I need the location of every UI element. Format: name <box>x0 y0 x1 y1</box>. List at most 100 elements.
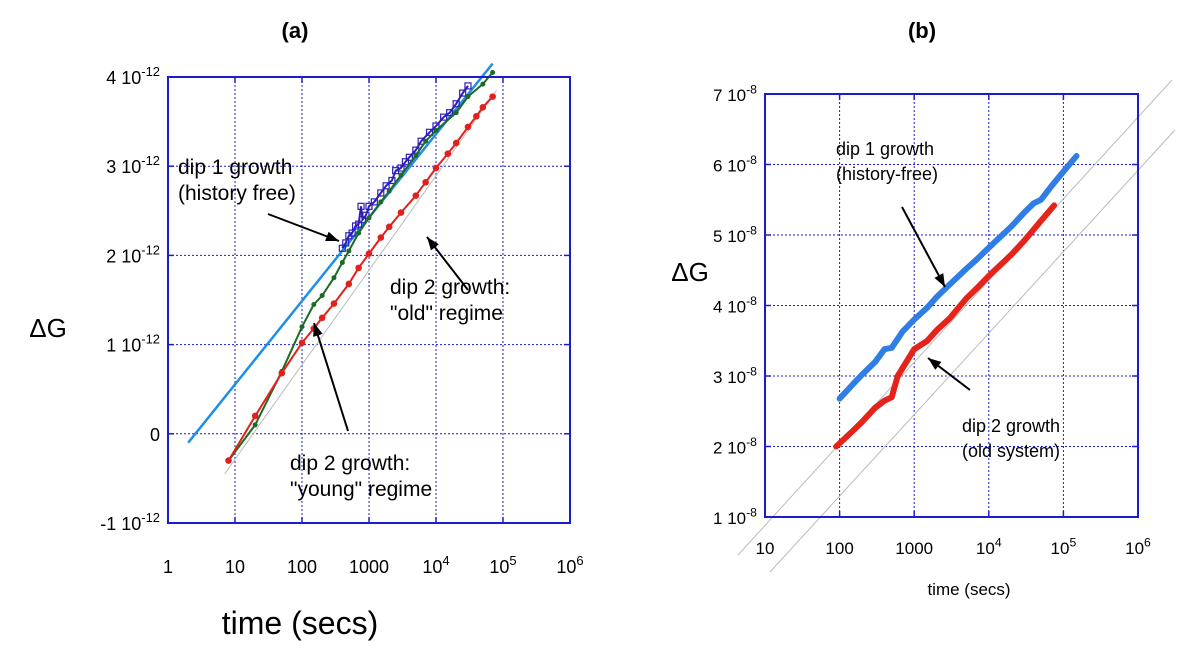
x-tick-label: 1000 <box>349 557 389 577</box>
annotation-b-0: (history-free) <box>836 164 938 184</box>
reference-line <box>224 90 497 475</box>
x-tick-label-exponent: 4 <box>995 535 1002 549</box>
annotation-arrow-head <box>325 231 339 242</box>
y-tick-label-exponent: -12 <box>141 153 160 168</box>
x-tick-label-main: 10 <box>556 557 576 577</box>
data-point <box>348 229 356 237</box>
series-b-1-line <box>833 202 1058 450</box>
x-tick-label: 10 <box>756 539 775 558</box>
x-tick-label: 104 <box>976 535 1002 558</box>
data-point <box>365 250 373 257</box>
y-tick-label-exponent: -8 <box>746 153 757 167</box>
y-tick-label: 6 10-8 <box>713 153 757 176</box>
data-point <box>397 164 405 172</box>
data-point <box>382 182 390 190</box>
data-point <box>440 113 448 121</box>
data-point <box>444 150 452 158</box>
data-point <box>357 202 365 210</box>
data-point <box>412 192 420 199</box>
x-tick-label-exponent: 6 <box>576 553 583 568</box>
y-tick-label-exponent: -12 <box>141 510 160 525</box>
x-tick-label: 1 <box>163 557 173 577</box>
data-point <box>355 264 362 272</box>
y-tick-label: 3 10-12 <box>106 153 160 177</box>
data-point <box>377 189 385 197</box>
annotation-a-2: dip 2 growth: <box>290 452 410 475</box>
series-a-0-line <box>187 63 494 444</box>
y-tick-label: 0 <box>150 425 160 445</box>
data-point <box>311 301 317 307</box>
y-tick-label: 5 10-8 <box>713 223 757 246</box>
data-point <box>401 158 410 166</box>
y-tick-label-exponent: -8 <box>746 505 757 519</box>
data-point <box>339 260 345 266</box>
y-tick-label-exponent: -12 <box>141 242 160 257</box>
y-axis-label: ΔG <box>671 257 709 287</box>
annotation-arrow-shaft <box>901 206 946 288</box>
x-tick-label: 105 <box>489 553 516 577</box>
x-tick-label-main: 10 <box>1051 539 1070 558</box>
data-point <box>425 128 434 136</box>
y-tick-label: 7 10-8 <box>713 82 757 105</box>
data-point <box>452 139 460 147</box>
x-tick-label-main: 100 <box>825 539 853 558</box>
series-a-3-line <box>227 95 494 462</box>
y-tick-label-main: 0 <box>150 425 160 445</box>
y-tick-label-main: 7 10 <box>713 86 746 105</box>
annotation-arrow-head <box>427 237 439 251</box>
data-point <box>377 234 385 241</box>
data-point <box>432 164 440 172</box>
data-point <box>479 104 487 111</box>
data-point <box>299 324 305 330</box>
reference-line <box>737 79 1173 556</box>
data-point <box>319 293 325 299</box>
y-tick-label-main: 1 10 <box>106 336 141 356</box>
data-point <box>413 152 419 158</box>
data-point <box>278 369 286 377</box>
data-point <box>330 300 338 307</box>
data-point <box>464 82 472 90</box>
x-tick-label: 105 <box>1051 535 1077 558</box>
data-point <box>365 202 373 210</box>
x-tick-label-exponent: 4 <box>442 553 449 568</box>
x-tick-label-main: 10 <box>756 539 775 558</box>
data-point <box>464 123 472 131</box>
x-tick-label-main: 10 <box>976 539 995 558</box>
data-point <box>489 93 496 100</box>
data-point <box>388 176 396 185</box>
y-tick-label-main: 3 10 <box>713 368 746 387</box>
panel-a-series <box>187 63 496 464</box>
x-axis-label: time (secs) <box>927 580 1010 599</box>
panel-a-label: (a) <box>282 18 309 43</box>
data-point <box>465 94 471 100</box>
x-tick-label-main: 1000 <box>349 557 389 577</box>
data-point <box>433 128 439 134</box>
data-point <box>453 110 459 116</box>
y-axis-label: ΔG <box>29 313 67 343</box>
y-tick-label-main: 4 10 <box>106 68 141 88</box>
x-tick-label-exponent: 6 <box>1144 535 1151 549</box>
annotation-arrow-head <box>934 273 945 287</box>
panel-b-label: (b) <box>908 18 936 43</box>
data-point <box>252 422 258 428</box>
x-tick-label-main: 10 <box>422 557 442 577</box>
y-tick-label: 2 10-12 <box>106 242 160 266</box>
data-point <box>342 239 350 247</box>
y-tick-label: 1 10-8 <box>713 505 757 528</box>
data-point <box>225 457 232 464</box>
y-tick-label-main: 3 10 <box>106 157 141 177</box>
series-b-0-line <box>836 153 1080 402</box>
data-point <box>422 178 429 186</box>
annotation-a-2: "young" regime <box>290 478 432 501</box>
data-point <box>452 100 460 108</box>
data-point <box>459 89 467 97</box>
data-point <box>366 215 372 221</box>
annotation-b-0: dip 1 growth <box>836 139 934 159</box>
y-tick-label-main: 6 10 <box>713 157 746 176</box>
y-tick-label-main: 2 10 <box>713 439 746 458</box>
data-point <box>251 412 259 420</box>
x-tick-label: 106 <box>556 553 583 577</box>
y-tick-label: 4 10-12 <box>106 64 160 88</box>
data-point <box>386 188 392 194</box>
